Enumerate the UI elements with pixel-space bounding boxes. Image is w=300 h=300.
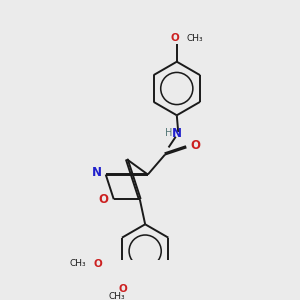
Text: CH₃: CH₃ [187, 34, 203, 43]
Text: N: N [92, 166, 102, 179]
Text: O: O [99, 194, 109, 206]
Text: O: O [93, 260, 102, 269]
Text: CH₃: CH₃ [109, 292, 126, 300]
Text: CH₃: CH₃ [70, 259, 86, 268]
Text: H: H [165, 128, 172, 138]
Text: O: O [118, 284, 127, 294]
Text: N: N [172, 127, 182, 140]
Text: O: O [190, 139, 200, 152]
Text: O: O [171, 34, 179, 44]
